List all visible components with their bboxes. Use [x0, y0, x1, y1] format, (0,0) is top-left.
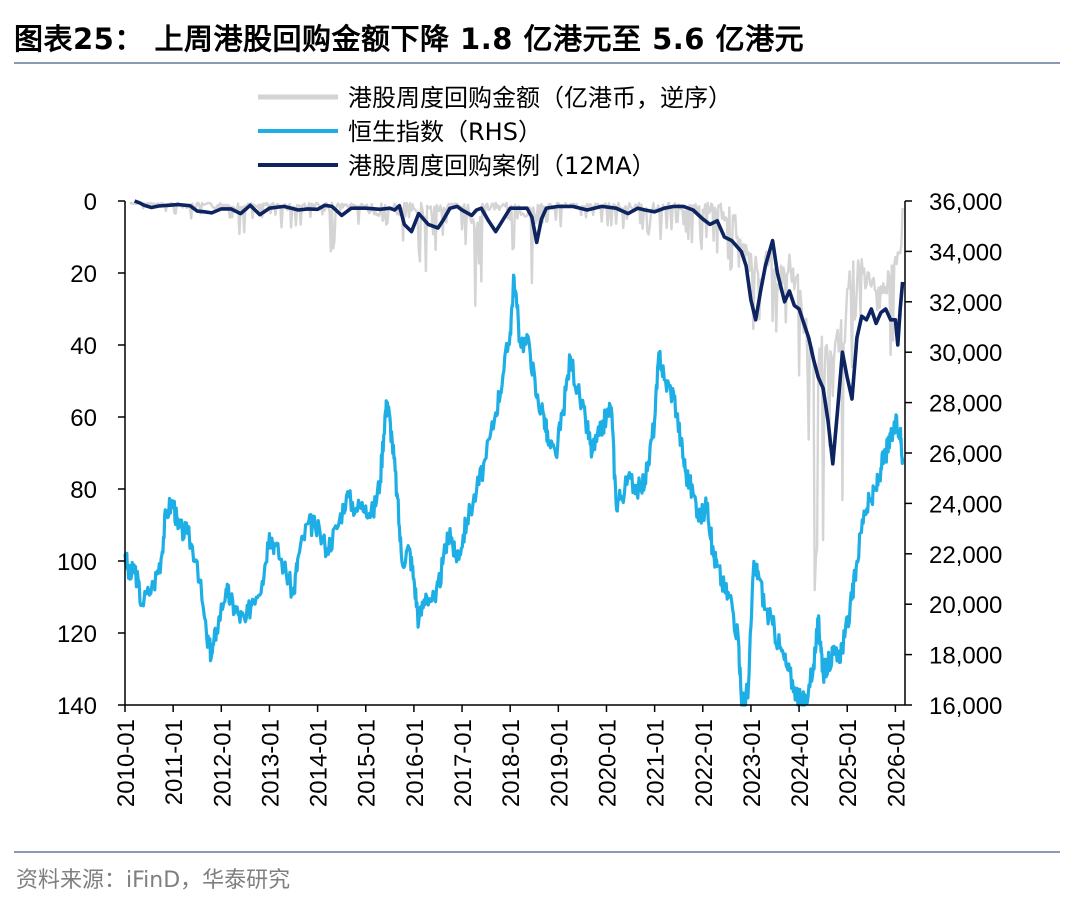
right-tick-label: 16,000: [929, 693, 1002, 720]
x-tick-label: 2015-01: [354, 719, 381, 807]
left-tick-label: 100: [57, 549, 97, 576]
x-tick-label: 2012-01: [209, 719, 236, 807]
x-tick-label: 2023-01: [739, 719, 766, 807]
left-tick-label: 140: [57, 693, 97, 720]
x-tick-label: 2024-01: [787, 719, 814, 807]
right-tick-label: 32,000: [929, 290, 1002, 317]
hsi-line: [123, 273, 905, 707]
buyback-cases-line: [133, 199, 905, 466]
legend-label-hsi: 恒生指数（RHS）: [348, 118, 542, 146]
right-tick-label: 20,000: [929, 592, 1002, 619]
left-tick-label: 20: [70, 261, 97, 288]
buyback-amount-series: [129, 201, 904, 592]
x-tick-label: 2013-01: [257, 719, 284, 807]
x-tick-label: 2025-01: [835, 719, 862, 807]
x-tick-label: 2026-01: [883, 719, 910, 807]
x-tick-label: 2010-01: [113, 719, 140, 807]
right-tick-label: 34,000: [929, 239, 1002, 266]
left-tick-label: 120: [57, 621, 97, 648]
x-tick-label: 2022-01: [691, 719, 718, 807]
right-tick-label: 24,000: [929, 491, 1002, 518]
left-tick-label: 60: [70, 405, 97, 432]
x-tick-label: 2020-01: [594, 719, 621, 807]
title-divider: [14, 62, 1060, 64]
x-tick-label: 2017-01: [450, 719, 477, 807]
right-tick-label: 36,000: [929, 189, 1002, 216]
axes: 0 20 40 60 80 100 120 140 16,000 18,000 20,000 22,0…: [57, 189, 1002, 807]
right-tick-label: 22,000: [929, 542, 1002, 569]
x-tick-label: 2016-01: [402, 719, 429, 807]
lines-layer: [123, 199, 905, 707]
x-tick-label: 2014-01: [306, 719, 333, 807]
legend-label-buyback_cases: 港股周度回购案例（12MA）: [348, 152, 656, 180]
x-tick-label: 2011-01: [161, 719, 188, 805]
x-tick-label: 2021-01: [643, 719, 670, 807]
chart-title: 图表25： 上周港股回购金额下降 1.8 亿港元至 5.6 亿港元: [14, 22, 805, 56]
right-tick-label: 28,000: [929, 391, 1002, 418]
source-divider: [14, 851, 1060, 853]
left-tick-label: 40: [70, 333, 97, 360]
legend: 港股周度回购金额（亿港币，逆序） 恒生指数（RHS） 港股周度回购案例（12MA）: [258, 84, 732, 180]
legend-label-buyback_amount: 港股周度回购金额（亿港币，逆序）: [348, 84, 732, 112]
x-tick-label: 2018-01: [498, 719, 525, 807]
right-tick-label: 18,000: [929, 643, 1002, 670]
right-tick-label: 26,000: [929, 441, 1002, 468]
left-tick-label: 0: [84, 189, 97, 216]
source-note: 资料来源：iFinD，华泰研究: [16, 868, 291, 893]
right-tick-label: 30,000: [929, 340, 1002, 367]
x-tick-label: 2019-01: [546, 719, 573, 807]
buyback-amount-line: [129, 201, 904, 592]
left-tick-label: 80: [70, 477, 97, 504]
